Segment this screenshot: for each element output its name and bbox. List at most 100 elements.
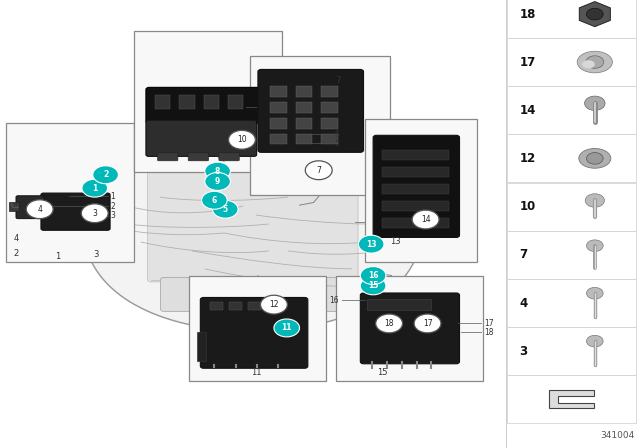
Circle shape bbox=[414, 314, 441, 333]
FancyBboxPatch shape bbox=[148, 162, 358, 282]
FancyBboxPatch shape bbox=[155, 95, 170, 109]
FancyBboxPatch shape bbox=[197, 332, 206, 361]
FancyBboxPatch shape bbox=[210, 302, 223, 310]
Text: 7: 7 bbox=[335, 76, 340, 85]
FancyBboxPatch shape bbox=[296, 118, 312, 129]
Text: 7: 7 bbox=[520, 248, 528, 261]
FancyBboxPatch shape bbox=[9, 202, 19, 211]
FancyBboxPatch shape bbox=[507, 38, 636, 86]
Circle shape bbox=[360, 277, 386, 295]
Text: 17: 17 bbox=[484, 319, 493, 328]
Text: 10: 10 bbox=[237, 135, 247, 144]
FancyBboxPatch shape bbox=[270, 102, 287, 113]
Text: 11: 11 bbox=[251, 368, 261, 377]
FancyBboxPatch shape bbox=[134, 31, 282, 172]
FancyBboxPatch shape bbox=[200, 297, 308, 368]
Circle shape bbox=[586, 240, 603, 252]
Text: 12: 12 bbox=[520, 152, 536, 165]
Text: 13: 13 bbox=[366, 240, 376, 249]
FancyBboxPatch shape bbox=[189, 276, 326, 381]
Text: 11: 11 bbox=[282, 323, 292, 332]
FancyBboxPatch shape bbox=[367, 299, 431, 310]
Circle shape bbox=[584, 96, 605, 111]
Circle shape bbox=[81, 204, 108, 223]
FancyBboxPatch shape bbox=[382, 150, 449, 160]
Ellipse shape bbox=[577, 52, 612, 73]
Text: 14: 14 bbox=[520, 104, 536, 117]
Text: 6: 6 bbox=[334, 130, 339, 139]
Circle shape bbox=[305, 161, 332, 180]
Text: 341004: 341004 bbox=[600, 431, 635, 440]
Circle shape bbox=[212, 200, 238, 218]
FancyBboxPatch shape bbox=[507, 183, 636, 231]
Circle shape bbox=[586, 335, 603, 347]
FancyBboxPatch shape bbox=[336, 276, 483, 381]
Text: 18: 18 bbox=[484, 328, 493, 337]
FancyBboxPatch shape bbox=[188, 153, 209, 161]
FancyBboxPatch shape bbox=[146, 87, 261, 123]
FancyBboxPatch shape bbox=[166, 130, 339, 166]
Text: 10: 10 bbox=[520, 200, 536, 213]
Circle shape bbox=[586, 56, 604, 69]
FancyBboxPatch shape bbox=[507, 375, 636, 423]
Circle shape bbox=[93, 166, 118, 184]
FancyBboxPatch shape bbox=[382, 184, 449, 194]
FancyBboxPatch shape bbox=[270, 134, 287, 144]
Circle shape bbox=[274, 319, 300, 337]
Circle shape bbox=[360, 267, 386, 284]
Circle shape bbox=[586, 288, 603, 299]
FancyBboxPatch shape bbox=[507, 279, 636, 327]
Text: 18: 18 bbox=[520, 8, 536, 21]
Circle shape bbox=[358, 235, 384, 253]
Text: 15: 15 bbox=[378, 368, 388, 377]
Text: 14: 14 bbox=[420, 215, 431, 224]
Text: 17: 17 bbox=[520, 56, 536, 69]
Circle shape bbox=[228, 130, 255, 149]
FancyBboxPatch shape bbox=[321, 118, 338, 129]
Text: 12: 12 bbox=[271, 301, 282, 310]
Circle shape bbox=[82, 179, 108, 197]
FancyBboxPatch shape bbox=[382, 201, 449, 211]
Text: 3: 3 bbox=[520, 345, 528, 358]
Text: 13: 13 bbox=[390, 237, 401, 246]
FancyBboxPatch shape bbox=[179, 95, 195, 109]
FancyBboxPatch shape bbox=[296, 102, 312, 113]
Text: 8: 8 bbox=[215, 167, 220, 176]
FancyBboxPatch shape bbox=[16, 196, 44, 219]
Text: 1: 1 bbox=[55, 252, 60, 261]
Text: 3: 3 bbox=[92, 209, 97, 218]
Text: 16: 16 bbox=[330, 296, 339, 305]
Text: 1: 1 bbox=[92, 184, 97, 193]
FancyBboxPatch shape bbox=[360, 293, 460, 364]
FancyBboxPatch shape bbox=[321, 102, 338, 113]
FancyBboxPatch shape bbox=[507, 327, 636, 375]
Circle shape bbox=[205, 162, 230, 180]
Circle shape bbox=[412, 210, 439, 229]
Circle shape bbox=[586, 152, 603, 164]
FancyBboxPatch shape bbox=[41, 193, 110, 230]
Text: 3: 3 bbox=[110, 211, 115, 220]
Text: 1: 1 bbox=[110, 192, 115, 201]
Text: 16: 16 bbox=[368, 271, 378, 280]
FancyBboxPatch shape bbox=[296, 134, 312, 144]
Text: 3: 3 bbox=[93, 250, 99, 259]
FancyBboxPatch shape bbox=[268, 302, 280, 310]
FancyBboxPatch shape bbox=[250, 56, 390, 195]
Text: 12: 12 bbox=[269, 300, 278, 309]
FancyBboxPatch shape bbox=[321, 86, 338, 97]
Text: 5: 5 bbox=[334, 139, 339, 148]
Text: 8: 8 bbox=[280, 102, 285, 111]
Text: 17: 17 bbox=[422, 319, 433, 328]
Text: 7: 7 bbox=[316, 166, 321, 175]
Ellipse shape bbox=[582, 60, 595, 69]
Text: 4: 4 bbox=[13, 234, 19, 243]
Polygon shape bbox=[82, 112, 424, 331]
Text: 2: 2 bbox=[103, 170, 108, 179]
FancyBboxPatch shape bbox=[270, 86, 287, 97]
Text: 2: 2 bbox=[13, 249, 19, 258]
Circle shape bbox=[260, 295, 287, 314]
Circle shape bbox=[376, 314, 403, 333]
Text: 6: 6 bbox=[212, 196, 217, 205]
FancyBboxPatch shape bbox=[321, 134, 338, 144]
Text: 18: 18 bbox=[385, 319, 394, 328]
